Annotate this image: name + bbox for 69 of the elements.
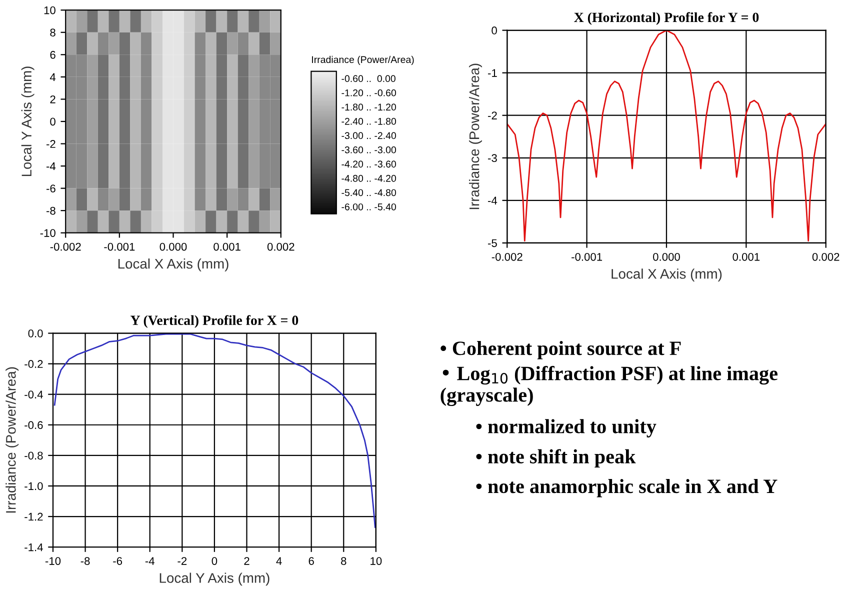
y-tick-label: 10 — [44, 6, 56, 14]
x-tick-label: 0.002 — [267, 242, 294, 251]
y-tick-label: -4 — [488, 196, 498, 204]
color-bar-label: -4.80 .. -4.20 — [342, 174, 396, 182]
x-tick-label: 4 — [276, 557, 282, 565]
y-tick-label: -3 — [488, 154, 497, 162]
x-tick-label: -6 — [113, 557, 122, 565]
y-tick-label: -0.8 — [24, 452, 43, 460]
x-tick-label: -0.002 — [50, 242, 81, 251]
chart-title: X (Horizontal) Profile for Y = 0 — [574, 12, 759, 25]
y-tick-label: -1 — [488, 69, 497, 77]
chart-title: Y (Vertical) Profile for X = 0 — [130, 315, 298, 328]
x-axis-title: Local X Axis (mm) — [612, 268, 722, 282]
x-tick-label: -8 — [80, 557, 90, 565]
text: • Coherent point source at F — [440, 340, 681, 360]
y-axis-title: Irradiance (Power/Area) — [469, 64, 482, 210]
color-bar-title: Irradiance (Power/Area) — [312, 56, 414, 65]
x-tick-label: 0.001 — [732, 252, 760, 261]
x-tick-label: 0 — [212, 557, 218, 565]
y-tick-label: -6 — [46, 184, 56, 192]
color-bar-label: -2.40 .. -1.80 — [342, 118, 396, 125]
x-tick-label: 6 — [308, 557, 314, 565]
y-tick-label: -0.2 — [24, 360, 43, 368]
color-bar-label: -5.40 .. -4.80 — [342, 189, 396, 196]
y-tick-label: -2 — [488, 112, 497, 120]
x-axis-title: Local Y Axis (mm) — [160, 572, 270, 586]
x-tick-label: -0.002 — [492, 252, 522, 261]
x-tick-label: 2 — [244, 557, 250, 565]
color-bar-label: -6.00 .. -5.40 — [342, 203, 396, 210]
x-tick-label: 0.000 — [160, 242, 187, 251]
x-tick-label: -2 — [178, 557, 187, 565]
x-tick-label: 0.002 — [812, 252, 840, 261]
x-tick-label: 10 — [370, 557, 382, 565]
y-tick-label: -1.0 — [24, 482, 43, 490]
color-bar-label: -1.80 .. -1.20 — [342, 104, 396, 111]
y-tick-label: -4 — [46, 162, 56, 170]
x-tick-label: -0.001 — [572, 252, 602, 261]
y-axis-title: Irradiance (Power/Area) — [6, 367, 19, 513]
y-tick-label: 0.0 — [28, 330, 43, 338]
x-tick-label: -0.001 — [104, 242, 135, 251]
color-bar-label: -1.20 .. -0.60 — [342, 89, 396, 96]
color-bar-label: -3.00 .. -2.40 — [342, 132, 396, 140]
text: • note anamorphic scale in X and Y — [476, 479, 778, 498]
y-axis-title: Local Y Axis (mm) — [21, 66, 34, 176]
y-tick-label: 8 — [50, 28, 56, 37]
y-tick-label: -0.4 — [24, 390, 43, 398]
text: • normalized to unity — [476, 419, 656, 438]
x-axis-title: Local X Axis (mm) — [118, 258, 228, 272]
color-bar-label: -0.60 .. 0.00 — [342, 75, 396, 82]
y-tick-label: 0 — [492, 26, 497, 34]
x-tick-label: 8 — [341, 557, 346, 565]
y-tick-label: 0 — [50, 118, 56, 126]
text: • note shift in peak — [476, 449, 636, 468]
color-bar-label: -4.20 .. -3.60 — [342, 160, 396, 168]
color-bar-label: -3.60 .. -3.00 — [342, 146, 396, 154]
y-tick-label: -5 — [488, 239, 497, 248]
y-tick-label: -1.2 — [24, 512, 43, 521]
y-tick-label: -2 — [46, 140, 56, 148]
x-tick-label: 0.001 — [214, 242, 240, 251]
x-tick-label: 0.000 — [653, 252, 680, 261]
x-tick-label: -4 — [145, 557, 154, 565]
y-tick-label: 4 — [50, 73, 56, 81]
y-tick-label: -8 — [46, 206, 56, 215]
y-tick-label: -0.6 — [24, 421, 43, 430]
y-tick-label: 6 — [50, 50, 56, 59]
y-tick-label: -10 — [40, 229, 56, 237]
y-tick-label: 2 — [50, 95, 56, 104]
y-tick-label: -1.4 — [24, 543, 43, 552]
text: • Log$_{10}$ (Diffraction PSF) at line image (grayscale) — [440, 366, 778, 406]
